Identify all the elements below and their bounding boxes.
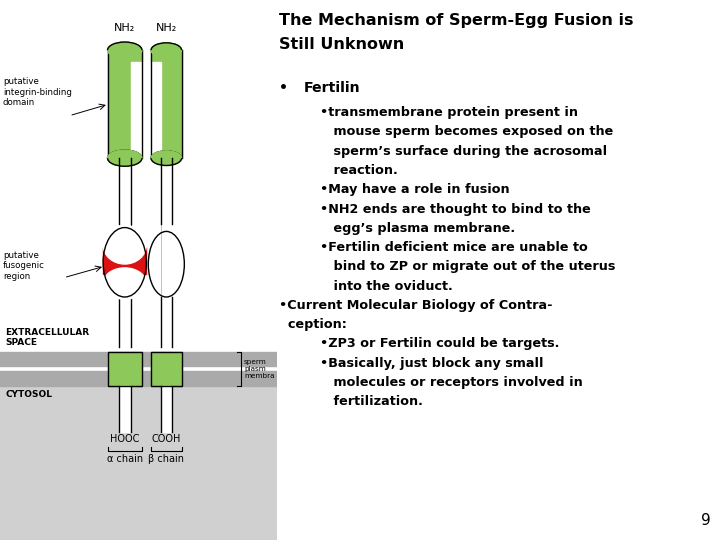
Text: NH₂: NH₂ [114,23,135,33]
Ellipse shape [107,150,142,166]
Ellipse shape [103,226,146,264]
Text: 9: 9 [701,514,711,529]
Text: •Current Molecular Biology of Contra-: •Current Molecular Biology of Contra- [279,299,552,312]
Text: egg’s plasma membrane.: egg’s plasma membrane. [320,222,515,235]
Text: The Mechanism of Sperm-Egg Fusion is: The Mechanism of Sperm-Egg Fusion is [279,14,634,29]
Text: mouse sperm becomes exposed on the: mouse sperm becomes exposed on the [320,125,613,138]
Bar [0,386,277,540]
Text: fertilization.: fertilization. [320,395,423,408]
Text: β chain: β chain [148,454,184,464]
Bar [0,352,277,367]
Text: HOOC: HOOC [110,434,140,444]
Bar [119,158,131,224]
Text: Fertilin: Fertilin [304,81,361,95]
Text: sperm
plasm
membra: sperm plasm membra [244,359,274,379]
Text: COOH: COOH [152,434,181,444]
Text: ception:: ception: [279,318,347,331]
Text: bind to ZP or migrate out of the uterus: bind to ZP or migrate out of the uterus [320,260,615,273]
Text: •Basically, just block any small: •Basically, just block any small [320,357,543,370]
Text: EXTRACELLULAR
SPACE: EXTRACELLULAR SPACE [6,328,90,347]
Text: •NH2 ends are thought to bind to the: •NH2 ends are thought to bind to the [320,202,590,215]
Bar [151,352,181,386]
Bar [0,371,277,386]
Bar [107,352,142,386]
Ellipse shape [103,268,146,299]
Ellipse shape [151,43,181,57]
Text: CYTOSOL: CYTOSOL [6,389,53,399]
Bar [107,352,142,386]
Bar [131,62,161,347]
Text: Still Unknown: Still Unknown [279,37,404,52]
Text: •May have a role in fusion: •May have a role in fusion [320,183,509,196]
Ellipse shape [103,227,146,297]
Text: •Fertilin deficient mice are unable to: •Fertilin deficient mice are unable to [320,241,588,254]
Bar [103,247,146,274]
Text: •transmembrane protein present in: •transmembrane protein present in [320,106,577,119]
Text: putative
integrin-binding
domain: putative integrin-binding domain [3,77,72,107]
Ellipse shape [148,232,184,297]
Text: sperm’s surface during the acrosomal: sperm’s surface during the acrosomal [320,145,607,158]
Bar [107,50,142,158]
Ellipse shape [151,151,181,165]
Bar [151,352,181,386]
Bar [119,386,131,432]
Bar [161,158,172,224]
Text: molecules or receptors involved in: molecules or receptors involved in [320,376,582,389]
Text: •: • [279,81,288,95]
Text: •ZP3 or Fertilin could be targets.: •ZP3 or Fertilin could be targets. [320,338,559,350]
Text: NH₂: NH₂ [156,23,177,33]
Bar [161,386,172,432]
Text: α chain: α chain [107,454,143,464]
Bar [151,50,181,158]
Text: into the oviduct.: into the oviduct. [320,280,452,293]
Bar [119,274,131,347]
Bar [161,276,172,347]
Text: reaction.: reaction. [320,164,397,177]
Ellipse shape [107,42,142,58]
Text: putative
fusogenic
region: putative fusogenic region [3,251,45,280]
